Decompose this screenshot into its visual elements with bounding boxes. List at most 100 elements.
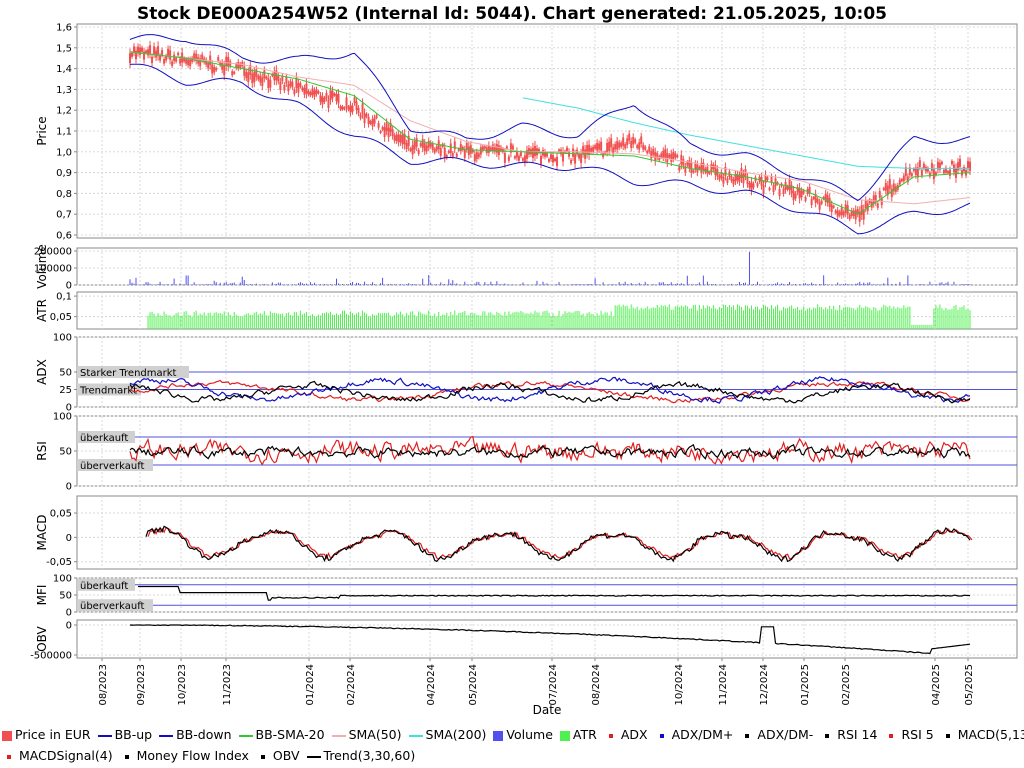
price-candle	[311, 88, 314, 95]
x-tick-label: 10/2023	[177, 664, 188, 706]
price-candle	[752, 183, 755, 188]
price-candle	[828, 197, 831, 207]
price-candle	[588, 144, 591, 155]
legend-item: ADX	[604, 727, 648, 742]
price-candle	[608, 141, 611, 151]
price-candle	[447, 150, 450, 153]
price-candle	[235, 64, 238, 69]
price-candle	[956, 162, 959, 171]
price-candle	[942, 169, 945, 174]
atr-tick-label: 0,1	[56, 292, 72, 303]
price-candle	[652, 148, 655, 155]
price-candle	[513, 156, 516, 159]
price-candle	[195, 53, 198, 61]
price-candle	[580, 153, 583, 163]
price-candle	[515, 150, 518, 158]
mfi-tick-label: 50	[59, 591, 72, 602]
price-candle	[511, 145, 514, 151]
rsi-tick-label: 0	[66, 482, 72, 493]
price-candle	[215, 67, 218, 71]
price-candle	[850, 210, 853, 216]
price-candle	[363, 113, 366, 124]
price-candle	[255, 69, 258, 77]
price-candle	[545, 153, 548, 157]
price-candle	[221, 62, 224, 70]
price-candle	[137, 46, 140, 54]
legend-item: BB-SMA-20	[238, 727, 325, 742]
macd-line	[145, 525, 971, 563]
price-candle	[910, 173, 913, 177]
price-candle	[902, 175, 905, 182]
price-candle	[313, 90, 316, 97]
price-candle	[788, 179, 791, 190]
price-candle	[547, 158, 550, 162]
price-candle	[636, 145, 639, 149]
adx-band-trend-bg	[77, 383, 141, 396]
price-candle	[487, 145, 490, 153]
price-candle	[257, 75, 260, 80]
price-candle	[656, 153, 659, 158]
price-candle	[345, 97, 348, 108]
price-candle	[361, 103, 364, 114]
price-candle	[383, 127, 386, 137]
price-candle	[537, 148, 540, 153]
price-candle	[479, 147, 482, 155]
price-candle	[171, 61, 174, 66]
price-candle	[624, 144, 627, 149]
legend-label: SMA(200)	[425, 727, 487, 742]
price-candle	[802, 190, 805, 194]
price-candle	[493, 146, 496, 152]
price-candle	[694, 163, 697, 170]
price-candle	[351, 105, 354, 112]
price-candle	[932, 169, 935, 180]
price-candle	[243, 66, 246, 76]
price-candle	[634, 139, 637, 143]
price-tick-label: 1,0	[56, 147, 72, 158]
volume-tick-label: 200000	[34, 247, 72, 258]
price-candle	[818, 202, 821, 210]
price-candle	[327, 99, 330, 109]
legend-label: Money Flow Index	[136, 748, 249, 763]
price-candle	[726, 178, 729, 183]
price-tick-label: 0,8	[56, 189, 72, 200]
price-candle	[558, 149, 561, 152]
price-candle	[199, 58, 202, 67]
price-candle	[614, 144, 617, 150]
price-candle	[554, 158, 557, 162]
price-candle	[307, 90, 310, 95]
obv-panel-axis-label: OBV	[35, 625, 49, 651]
price-candle	[323, 97, 326, 102]
price-candle	[672, 152, 675, 159]
price-candle	[377, 123, 380, 128]
price-candle	[924, 166, 927, 172]
price-candle	[131, 52, 134, 57]
legend-swatch	[655, 731, 669, 741]
price-candle	[832, 205, 835, 208]
price-candle	[201, 54, 204, 60]
price-candle	[770, 176, 773, 183]
price-candle	[948, 169, 951, 176]
price-candle	[389, 123, 392, 132]
price-candle	[139, 47, 142, 55]
legend-swatch	[97, 731, 112, 741]
price-candle	[710, 164, 713, 172]
price-candle	[435, 146, 438, 151]
price-candle	[177, 52, 180, 56]
mfi-band-oversold: überverkauft	[80, 601, 145, 612]
price-candle	[475, 152, 478, 160]
price-candle	[660, 153, 663, 158]
mfi-line	[138, 585, 971, 601]
macd-panel-axis-label: MACD	[35, 515, 49, 551]
legend-label: BB-SMA-20	[255, 727, 325, 742]
price-candle	[934, 172, 937, 176]
price-candle	[746, 176, 749, 185]
price-candle	[722, 176, 725, 184]
price-candle	[594, 145, 597, 149]
price-candle	[303, 87, 306, 95]
price-candle	[940, 161, 943, 165]
price-candle	[688, 160, 691, 169]
price-candle	[381, 126, 384, 130]
price-candle	[918, 160, 921, 167]
mfi-tick-label: 100	[53, 574, 72, 585]
legend-swatch	[559, 730, 570, 741]
